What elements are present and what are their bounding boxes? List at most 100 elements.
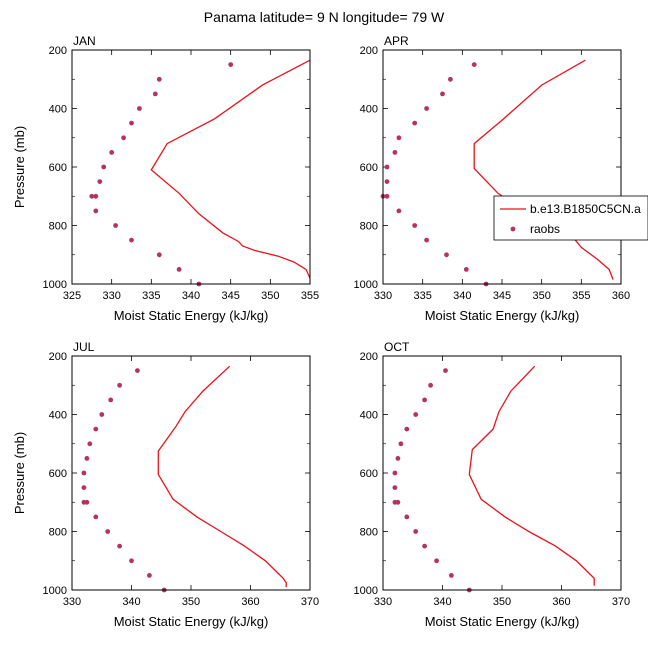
raobs-point-oct [395,499,401,505]
raobs-point-jul [108,397,114,403]
raobs-point-oct [404,426,410,432]
legend-obs-label: raobs [530,222,560,236]
raobs-point-apr [384,193,390,199]
raobs-point-oct [422,543,427,549]
x-tick-label-apr: 345 [493,290,511,302]
x-axis-title-jan: Moist Static Energy (kJ/kg) [114,308,269,323]
x-tick-label-jan: 355 [301,290,319,302]
plot-frame-jan [71,49,311,285]
x-tick-label-apr: 340 [453,290,471,302]
x-tick-label-jan: 330 [102,290,120,302]
raobs-point-apr [384,164,390,170]
x-tick-label-apr: 350 [532,290,550,302]
raobs-point-jul [84,456,90,461]
raobs-point-oct [392,485,398,490]
panel-title-oct: OCT [384,340,410,354]
x-tick-label-oct: 340 [433,596,451,608]
raobs-point-oct [413,529,419,534]
x-tick-label-apr: 360 [612,290,630,302]
raobs-point-jan [228,62,234,67]
x-tick-label-jan: 340 [182,290,200,302]
raobs-point-apr [424,237,429,243]
panel-title-apr: APR [384,34,409,48]
y-tick-label-oct: 800 [360,527,378,539]
raobs-point-jan [89,193,95,199]
raobs-point-jul [93,426,99,432]
raobs-point-jul [105,529,111,534]
x-tick-label-jan: 325 [63,290,81,302]
raobs-point-apr [392,150,398,155]
legend: b.e13.B1850C5CN.a raobs [493,195,648,241]
model-line-jan [150,59,311,279]
model-line-oct [468,365,595,586]
raobs-point-jul [99,412,105,417]
y-tick-label-oct: 400 [360,410,378,422]
x-tick-label-jul: 330 [63,596,81,608]
raobs-point-apr [440,91,445,97]
model-line-apr [473,59,614,280]
y-tick-label-oct: 200 [360,351,378,363]
y-tick-label-apr: 400 [360,104,378,116]
raobs-point-jul [87,441,93,447]
raobs-point-oct [392,470,398,476]
y-tick-label-jan: 400 [49,104,67,116]
raobs-point-jul [147,573,152,578]
panels-group: 325 330 335 340 345 350 355 200 400 600 800 1000 JAN… [12,34,630,629]
y-tick-label-jan: 200 [49,45,67,57]
raobs-point-apr [396,135,402,141]
raobs-point-apr [471,62,477,67]
legend-model-label: b.e13.B1850C5CN.a [530,202,641,216]
raobs-point-jan [156,252,162,258]
raobs-point-jul [129,558,134,564]
raobs-point-oct [404,514,410,520]
y-tick-label-apr: 800 [360,221,378,233]
x-tick-label-oct: 350 [493,596,511,608]
legend-obs-marker-swatch [510,226,516,232]
y-tick-label-apr: 200 [360,45,378,57]
raobs-point-jul [117,382,122,388]
raobs-point-jan [93,208,99,214]
raobs-point-apr [444,252,449,258]
x-tick-label-jul: 360 [241,596,259,608]
raobs-point-jan [121,135,126,141]
x-tick-label-jul: 340 [122,596,140,608]
raobs-point-jan [156,76,162,82]
y-tick-label-jan: 800 [49,221,67,233]
figure-title: Panama latitude= 9 N longitude= 79 W [204,9,445,25]
y-tick-label-jul: 600 [49,468,67,480]
raobs-point-jan [93,193,99,199]
x-tick-label-apr: 355 [572,290,590,302]
raobs-point-jan [101,164,107,170]
raobs-point-oct [443,368,448,373]
raobs-point-jul [84,499,90,505]
x-tick-label-jul: 370 [301,596,319,608]
raobs-point-jul [135,368,140,373]
panel-jan: 325 330 335 340 345 350 355 200 400 600 800 1000 JAN… [12,34,319,323]
y-tick-label-apr: 600 [360,162,378,174]
y-axis-title-jul: Pressure (mb) [12,432,27,514]
raobs-point-jan [129,120,134,126]
raobs-point-jan [113,223,118,228]
y-tick-label-jul: 400 [49,410,67,422]
raobs-point-jan [129,237,134,243]
y-tick-label-jan: 1000 [43,279,67,291]
legend-box [493,195,648,241]
raobs-point-jan [137,106,142,111]
plot-frame-oct [382,355,622,591]
x-tick-label-apr: 330 [374,290,392,302]
raobs-point-apr [412,223,418,228]
raobs-point-jan [152,91,158,97]
x-tick-label-jan: 345 [221,290,239,302]
y-tick-label-oct: 1000 [354,585,378,597]
y-tick-label-jan: 600 [49,162,67,174]
y-tick-label-oct: 600 [360,468,378,480]
x-tick-label-jan: 335 [142,290,160,302]
raobs-point-apr [396,208,402,214]
x-tick-label-oct: 360 [552,596,570,608]
raobs-point-apr [384,179,390,185]
plot-frame-jul [71,355,311,591]
x-tick-label-oct: 370 [612,596,630,608]
y-axis-title-jan: Pressure (mb) [12,126,27,208]
y-tick-label-jul: 1000 [43,585,67,597]
